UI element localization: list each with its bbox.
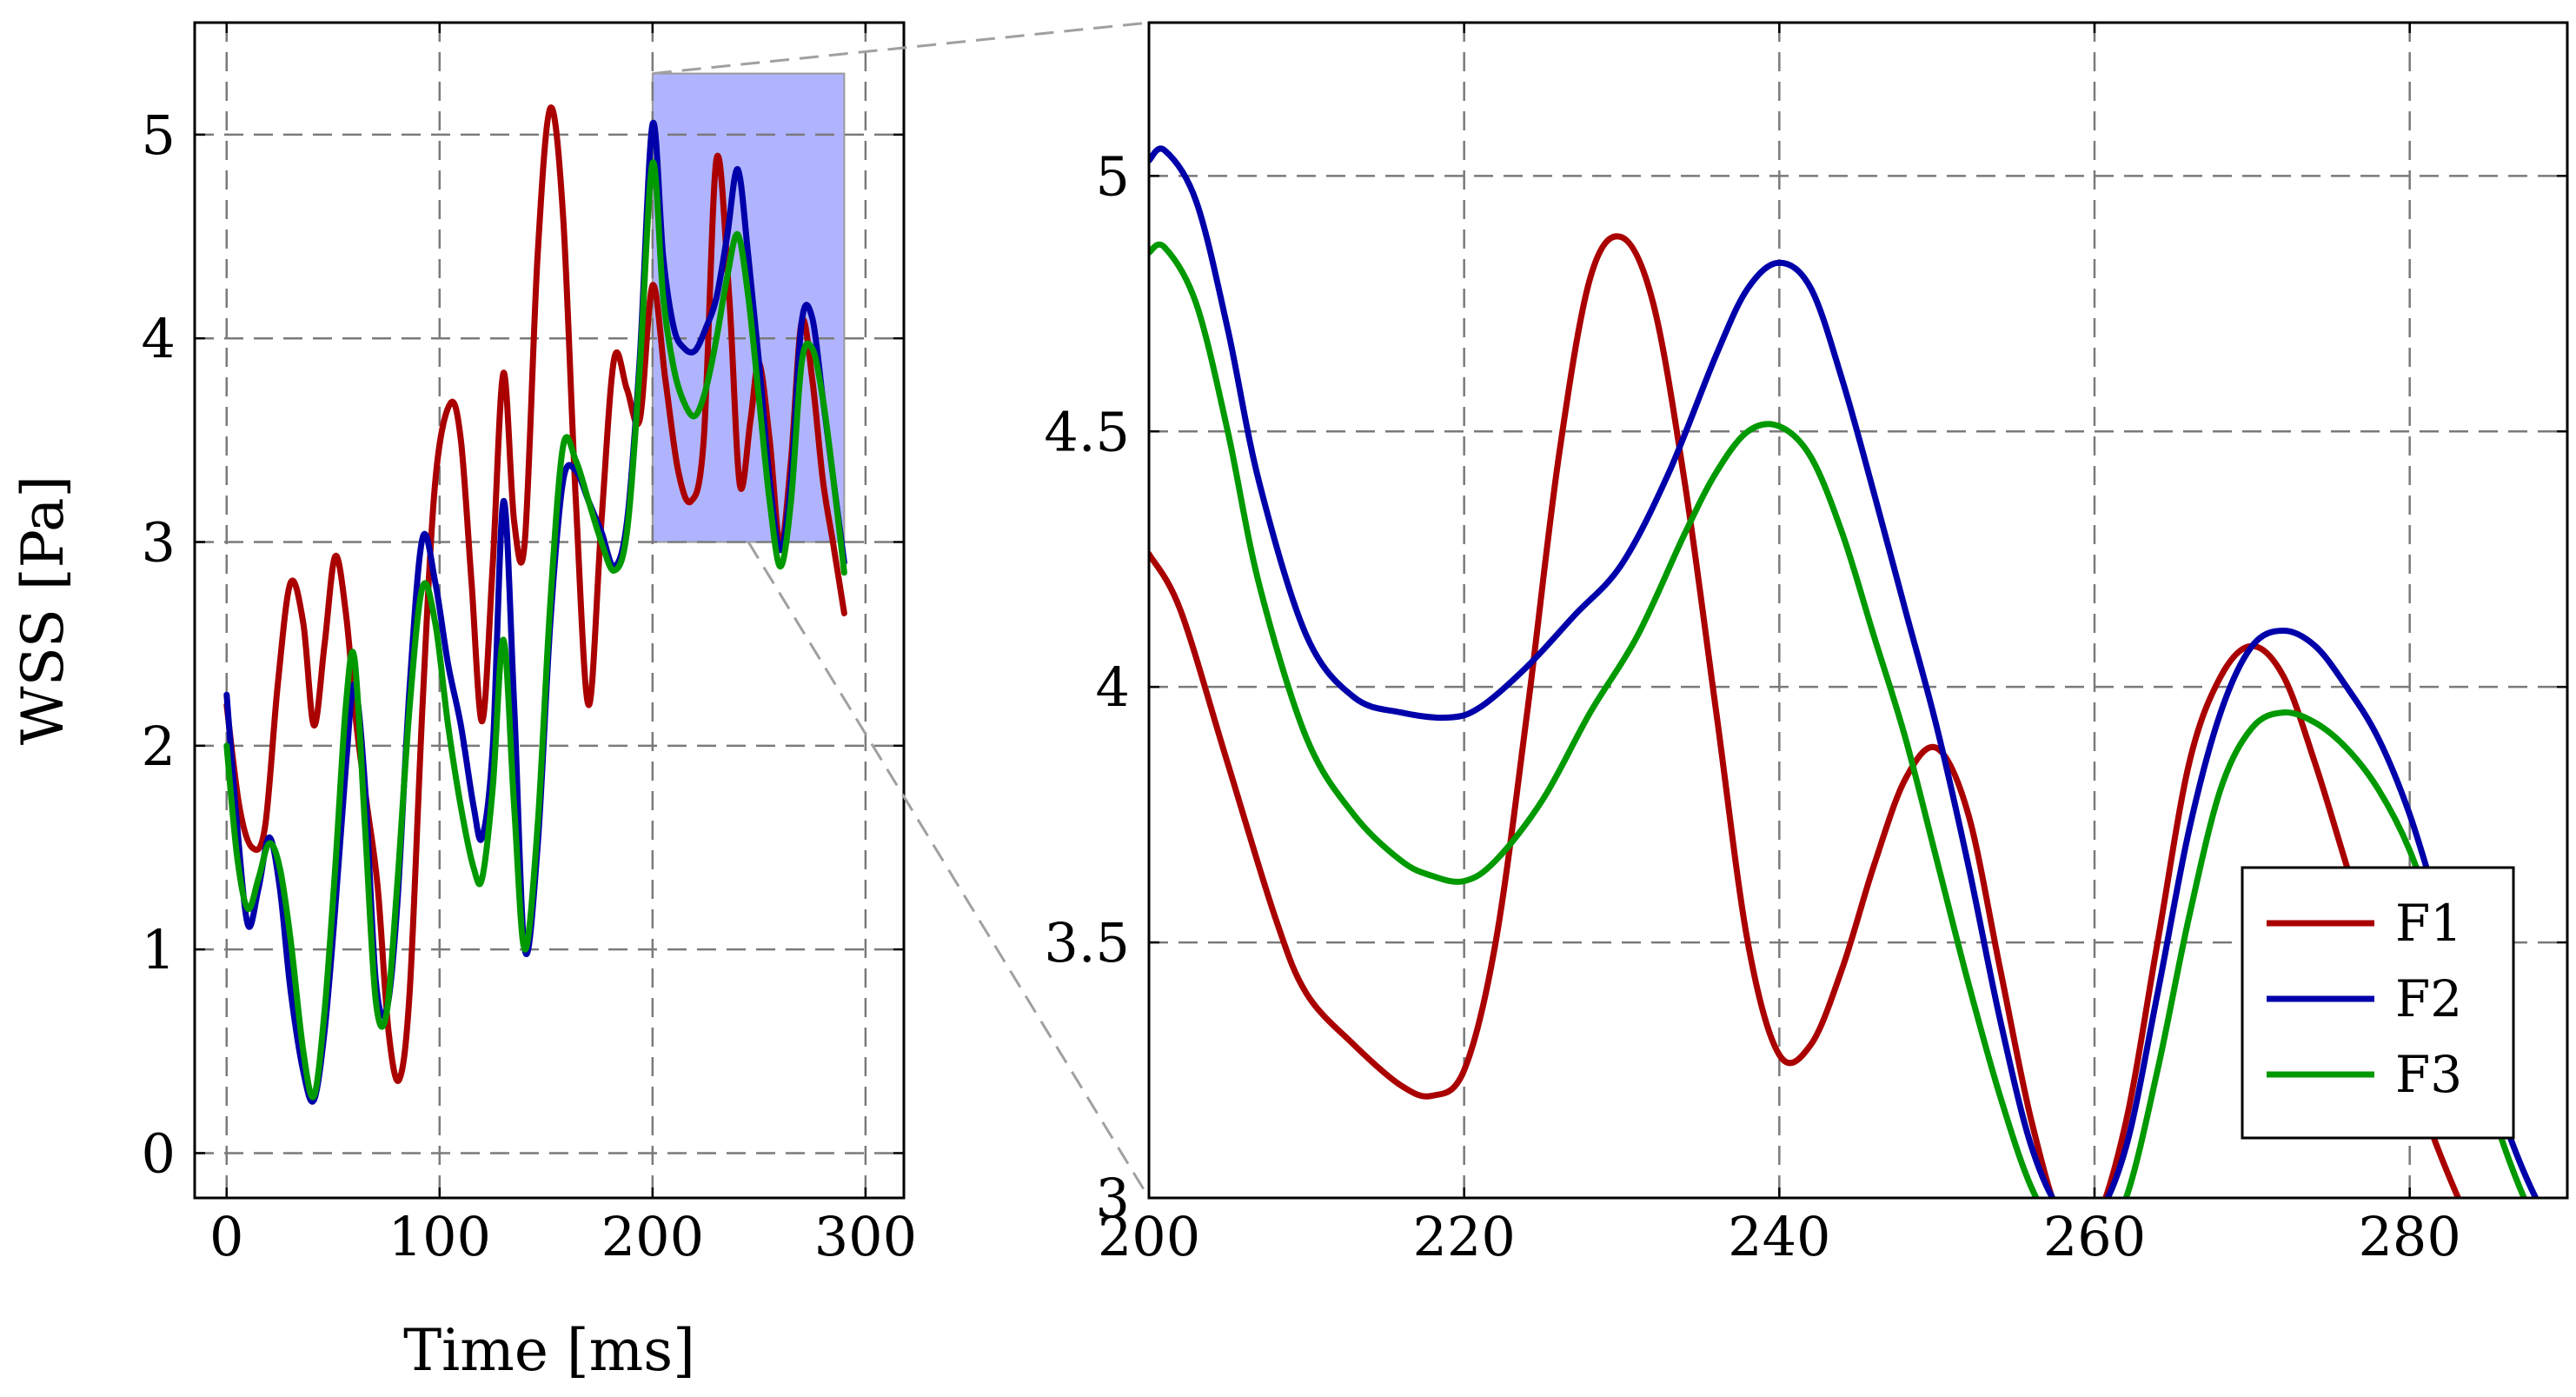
y-axis-title: WSS [Pa] bbox=[10, 476, 76, 745]
legend-box bbox=[2241, 866, 2515, 1140]
zoom-connector-top bbox=[652, 21, 1150, 76]
left-y-tick-label: 2 bbox=[142, 715, 176, 778]
left-y-tick-label: 4 bbox=[142, 307, 176, 370]
left-x-tick-label: 100 bbox=[388, 1205, 491, 1268]
right-x-tick-label: 260 bbox=[2043, 1205, 2146, 1268]
left-y-tick-label: 3 bbox=[142, 511, 176, 575]
left-x-tick-label: 300 bbox=[814, 1205, 917, 1268]
zoom-chart: 200 220 240 260 280 3 3.5 4 4.5 5 F1 F2 F3 bbox=[1044, 21, 2569, 1268]
right-series-group bbox=[1149, 145, 2539, 1198]
left-y-tick-label: 5 bbox=[142, 103, 176, 167]
right-axis-frame bbox=[1147, 21, 2569, 1200]
right-x-tick-label: 220 bbox=[1412, 1205, 1515, 1268]
right-series-f2 bbox=[1149, 145, 2539, 1198]
right-ticks: 200 220 240 260 280 3 3.5 4 4.5 5 bbox=[1044, 23, 2567, 1268]
zoom-connector-bottom bbox=[747, 541, 1151, 1199]
left-y-tick-label: 1 bbox=[142, 918, 176, 981]
left-series-f3 bbox=[223, 159, 847, 1101]
left-series-group bbox=[223, 104, 847, 1105]
left-y-tick-label: 0 bbox=[142, 1121, 176, 1185]
left-x-tick-label: 0 bbox=[209, 1205, 243, 1268]
left-series-f1 bbox=[223, 104, 847, 1084]
left-ticks: 0 100 200 300 0 1 2 3 4 5 bbox=[142, 23, 917, 1268]
right-y-tick-label: 3.5 bbox=[1044, 911, 1130, 975]
right-y-tick-label: 5 bbox=[1096, 144, 1130, 208]
left-axis-frame bbox=[193, 21, 906, 1200]
legend-label-f1: F1 bbox=[2395, 894, 2462, 953]
right-series-f3 bbox=[1149, 241, 2528, 1198]
left-grid bbox=[195, 23, 904, 1198]
right-series-f1 bbox=[1149, 233, 2462, 1198]
right-y-tick-label: 4.5 bbox=[1044, 400, 1130, 463]
right-x-tick-label: 280 bbox=[2358, 1205, 2460, 1268]
legend: F1 F2 F3 bbox=[2241, 866, 2515, 1140]
right-x-tick-label: 200 bbox=[1098, 1205, 1200, 1268]
left-x-tick-label: 200 bbox=[601, 1205, 704, 1268]
legend-label-f2: F2 bbox=[2395, 969, 2462, 1028]
right-y-tick-label: 3 bbox=[1096, 1167, 1130, 1230]
right-x-tick-label: 240 bbox=[1728, 1205, 1830, 1268]
overview-chart: 0 100 200 300 0 1 2 3 4 5 Time [ms] WSS [Pa] bbox=[10, 21, 917, 1384]
right-y-tick-label: 4 bbox=[1096, 655, 1130, 719]
x-axis-title: Time [ms] bbox=[403, 1317, 695, 1384]
legend-label-f3: F3 bbox=[2395, 1045, 2462, 1104]
